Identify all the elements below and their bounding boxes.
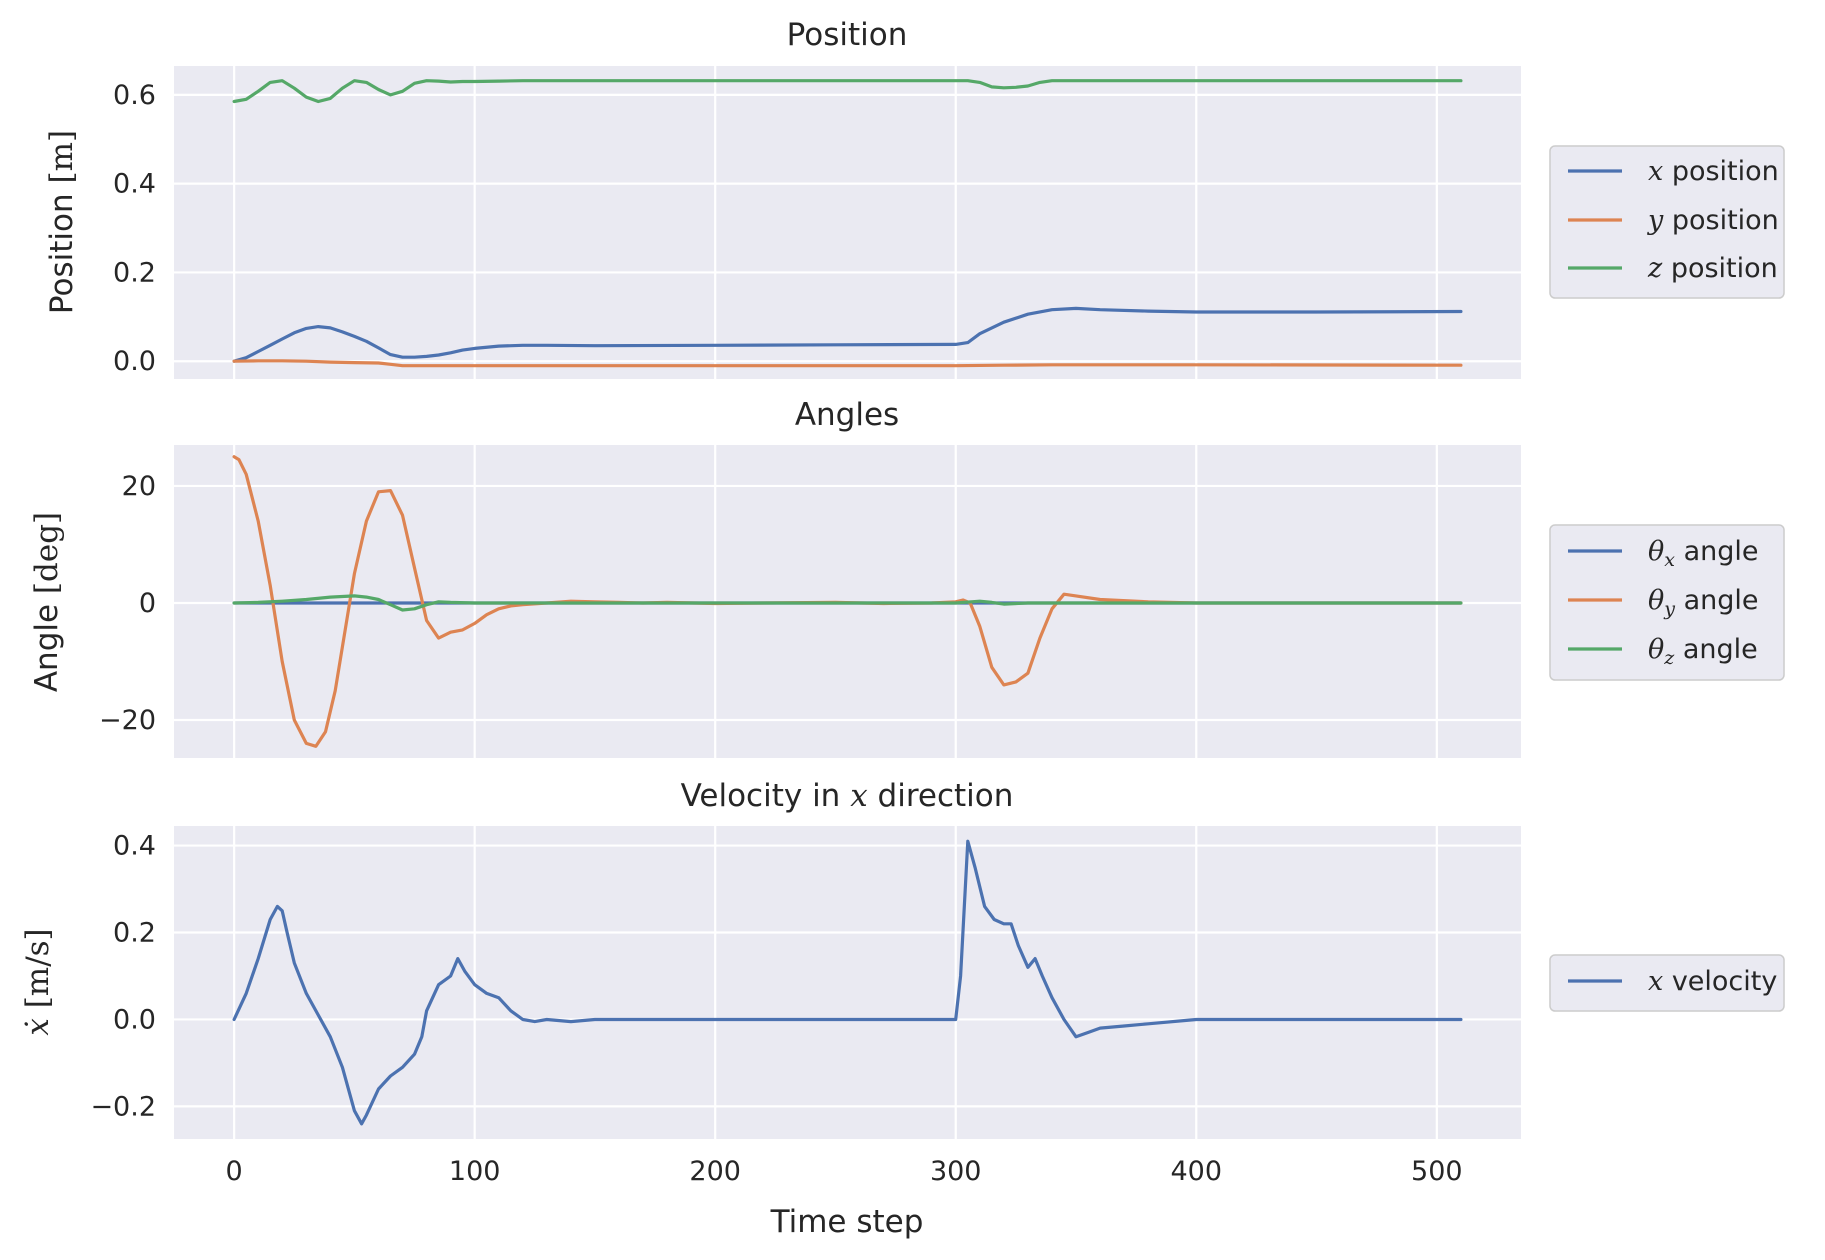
chart-title: Angles	[795, 397, 899, 433]
y-tick-labels: −0.2 0.0 0.2 0.4	[90, 831, 156, 1123]
series-line--z-angle	[232, 594, 1463, 612]
series-lines	[232, 455, 1463, 748]
y-tick-label: 0.0	[113, 346, 156, 377]
y-tick-label: 0.0	[113, 1004, 156, 1035]
legend-label-z-position: z position	[1647, 253, 1778, 284]
y-axis-label: Angle [deg]	[29, 512, 65, 692]
x-tick-label: 300	[930, 1156, 982, 1187]
y-tick-label: 0	[139, 588, 156, 619]
series-lines	[232, 839, 1463, 1126]
series-line-x-velocity	[232, 839, 1463, 1126]
y-tick-label: 0.4	[113, 831, 156, 862]
y-tick-label: 0.6	[113, 80, 156, 111]
grid	[174, 66, 1521, 379]
y-tick-label: 20	[122, 471, 156, 502]
legend-label-x-velocity: x velocity	[1648, 966, 1777, 997]
legend-label-y-position: y position	[1647, 205, 1779, 236]
x-tick-label: 400	[1171, 1156, 1223, 1187]
y-tick-label: 0.2	[113, 257, 156, 288]
chart-title: Velocity in x direction	[681, 778, 1014, 814]
legend-label-x-position: x position	[1648, 156, 1779, 187]
chart-title: Position	[787, 17, 908, 53]
x-tick-label: 100	[449, 1156, 501, 1187]
legend: x position y position z position	[1549, 145, 1785, 299]
x-tick-label: 200	[689, 1156, 741, 1187]
plot-area	[174, 66, 1521, 379]
x-tick-labels: 0 100 200 300 400 500	[226, 1156, 1463, 1187]
series-lines	[232, 79, 1463, 368]
x-axis-label: Time step	[770, 1204, 924, 1240]
x-tick-label: 0	[226, 1156, 243, 1187]
legend-label-theta-z: θz angle	[1648, 634, 1758, 669]
y-tick-label: −0.2	[90, 1091, 156, 1122]
y-tick-label: 0.2	[113, 918, 156, 949]
angles-chart: −20 0 20 Angles Angle [deg] θx angle θy an…	[29, 397, 1785, 758]
legend: θx angle θy angle θz angle	[1549, 524, 1785, 681]
x-tick-label: 500	[1411, 1156, 1463, 1187]
legend-label-theta-x: θx angle	[1648, 536, 1758, 571]
y-tick-label: −20	[99, 705, 156, 736]
velocity-chart: −0.2 0.0 0.2 0.4 0 100 200 300 400 500 Velocity …	[20, 778, 1785, 1240]
plot-area	[174, 826, 1521, 1139]
legend-label-theta-y: θy angle	[1648, 585, 1759, 620]
legend: x velocity	[1549, 954, 1785, 1012]
y-tick-label: 0.4	[113, 169, 156, 200]
y-tick-labels: 0.0 0.2 0.4 0.6	[113, 80, 156, 377]
y-axis-label: ẋ [m/s]	[20, 928, 56, 1035]
position-chart: 0.0 0.2 0.4 0.6 Position Position [m] x pos…	[44, 17, 1785, 379]
series-line-z-position	[232, 79, 1463, 104]
series-line-y-position	[232, 359, 1463, 368]
y-axis-label: Position [m]	[44, 130, 80, 314]
series-line-x-position	[232, 306, 1463, 363]
y-tick-labels: −20 0 20	[99, 471, 156, 736]
